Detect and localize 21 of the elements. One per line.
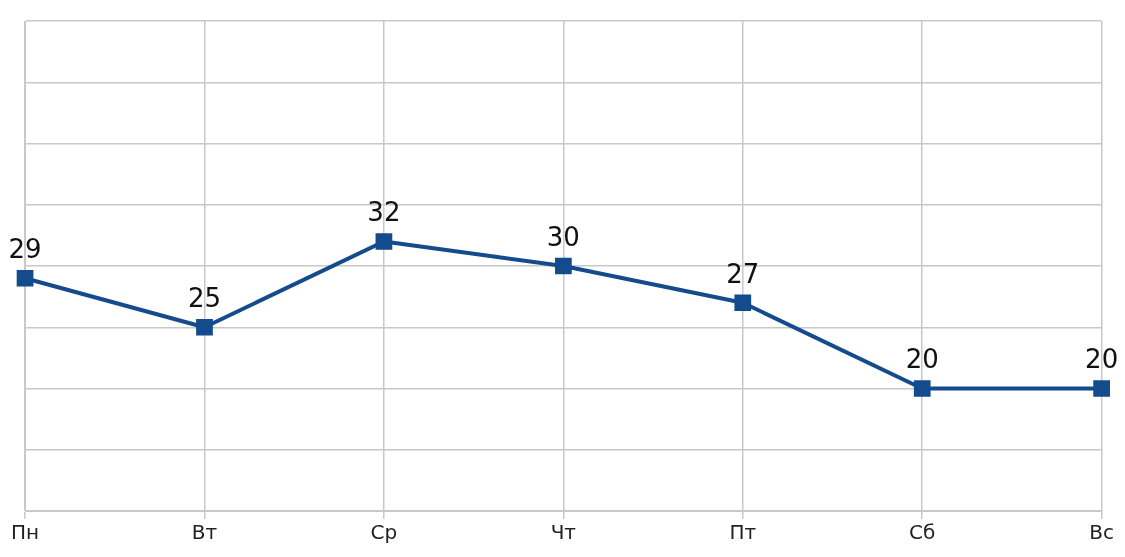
data-label: 32 [367, 197, 401, 228]
point [913, 380, 931, 397]
data-label: 30 [546, 221, 580, 252]
x-tick-label: Пн [11, 520, 40, 545]
data-label: 20 [1085, 344, 1119, 375]
point [554, 257, 572, 275]
data-label: 25 [187, 283, 222, 313]
point [1093, 380, 1111, 397]
x-tick-label: Чт [550, 520, 577, 545]
x-tick-label: Ср [370, 520, 398, 545]
x-tick-label: Вт [191, 520, 218, 545]
point [375, 233, 393, 250]
x-tick-label: Вс [1089, 520, 1114, 545]
data-label: 27 [726, 258, 760, 289]
data-label: 29 [8, 234, 42, 264]
x-tick-label: Сб [909, 520, 936, 545]
point [734, 294, 752, 312]
x-tick-label: Пт [729, 520, 757, 545]
point [16, 269, 34, 287]
point [196, 318, 213, 336]
data-label: 20 [905, 344, 939, 375]
